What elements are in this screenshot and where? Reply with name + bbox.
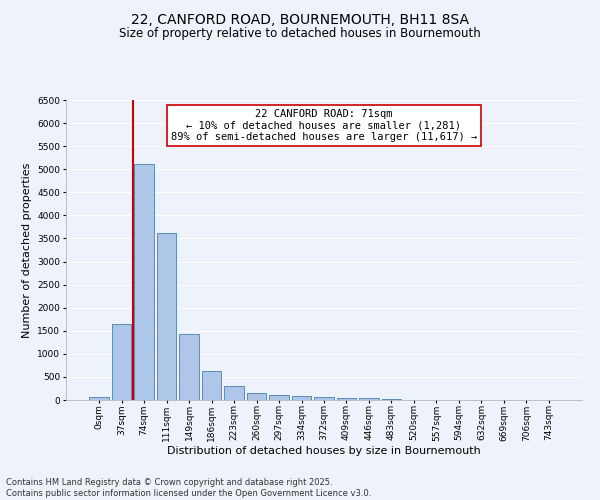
Bar xyxy=(157,233,176,400)
Bar xyxy=(292,396,311,400)
Bar xyxy=(202,372,221,400)
Bar xyxy=(247,394,266,400)
Bar xyxy=(134,164,154,400)
Bar xyxy=(337,398,356,400)
Text: Contains HM Land Registry data © Crown copyright and database right 2025.
Contai: Contains HM Land Registry data © Crown c… xyxy=(6,478,371,498)
Bar xyxy=(382,399,401,400)
X-axis label: Distribution of detached houses by size in Bournemouth: Distribution of detached houses by size … xyxy=(167,446,481,456)
Bar xyxy=(224,386,244,400)
Text: 22, CANFORD ROAD, BOURNEMOUTH, BH11 8SA: 22, CANFORD ROAD, BOURNEMOUTH, BH11 8SA xyxy=(131,12,469,26)
Text: 22 CANFORD ROAD: 71sqm
← 10% of detached houses are smaller (1,281)
89% of semi-: 22 CANFORD ROAD: 71sqm ← 10% of detached… xyxy=(171,109,477,142)
Bar xyxy=(112,324,131,400)
Bar xyxy=(89,397,109,400)
Bar xyxy=(269,395,289,400)
Bar xyxy=(179,334,199,400)
Bar xyxy=(314,397,334,400)
Text: Size of property relative to detached houses in Bournemouth: Size of property relative to detached ho… xyxy=(119,28,481,40)
Y-axis label: Number of detached properties: Number of detached properties xyxy=(22,162,32,338)
Bar xyxy=(359,398,379,400)
